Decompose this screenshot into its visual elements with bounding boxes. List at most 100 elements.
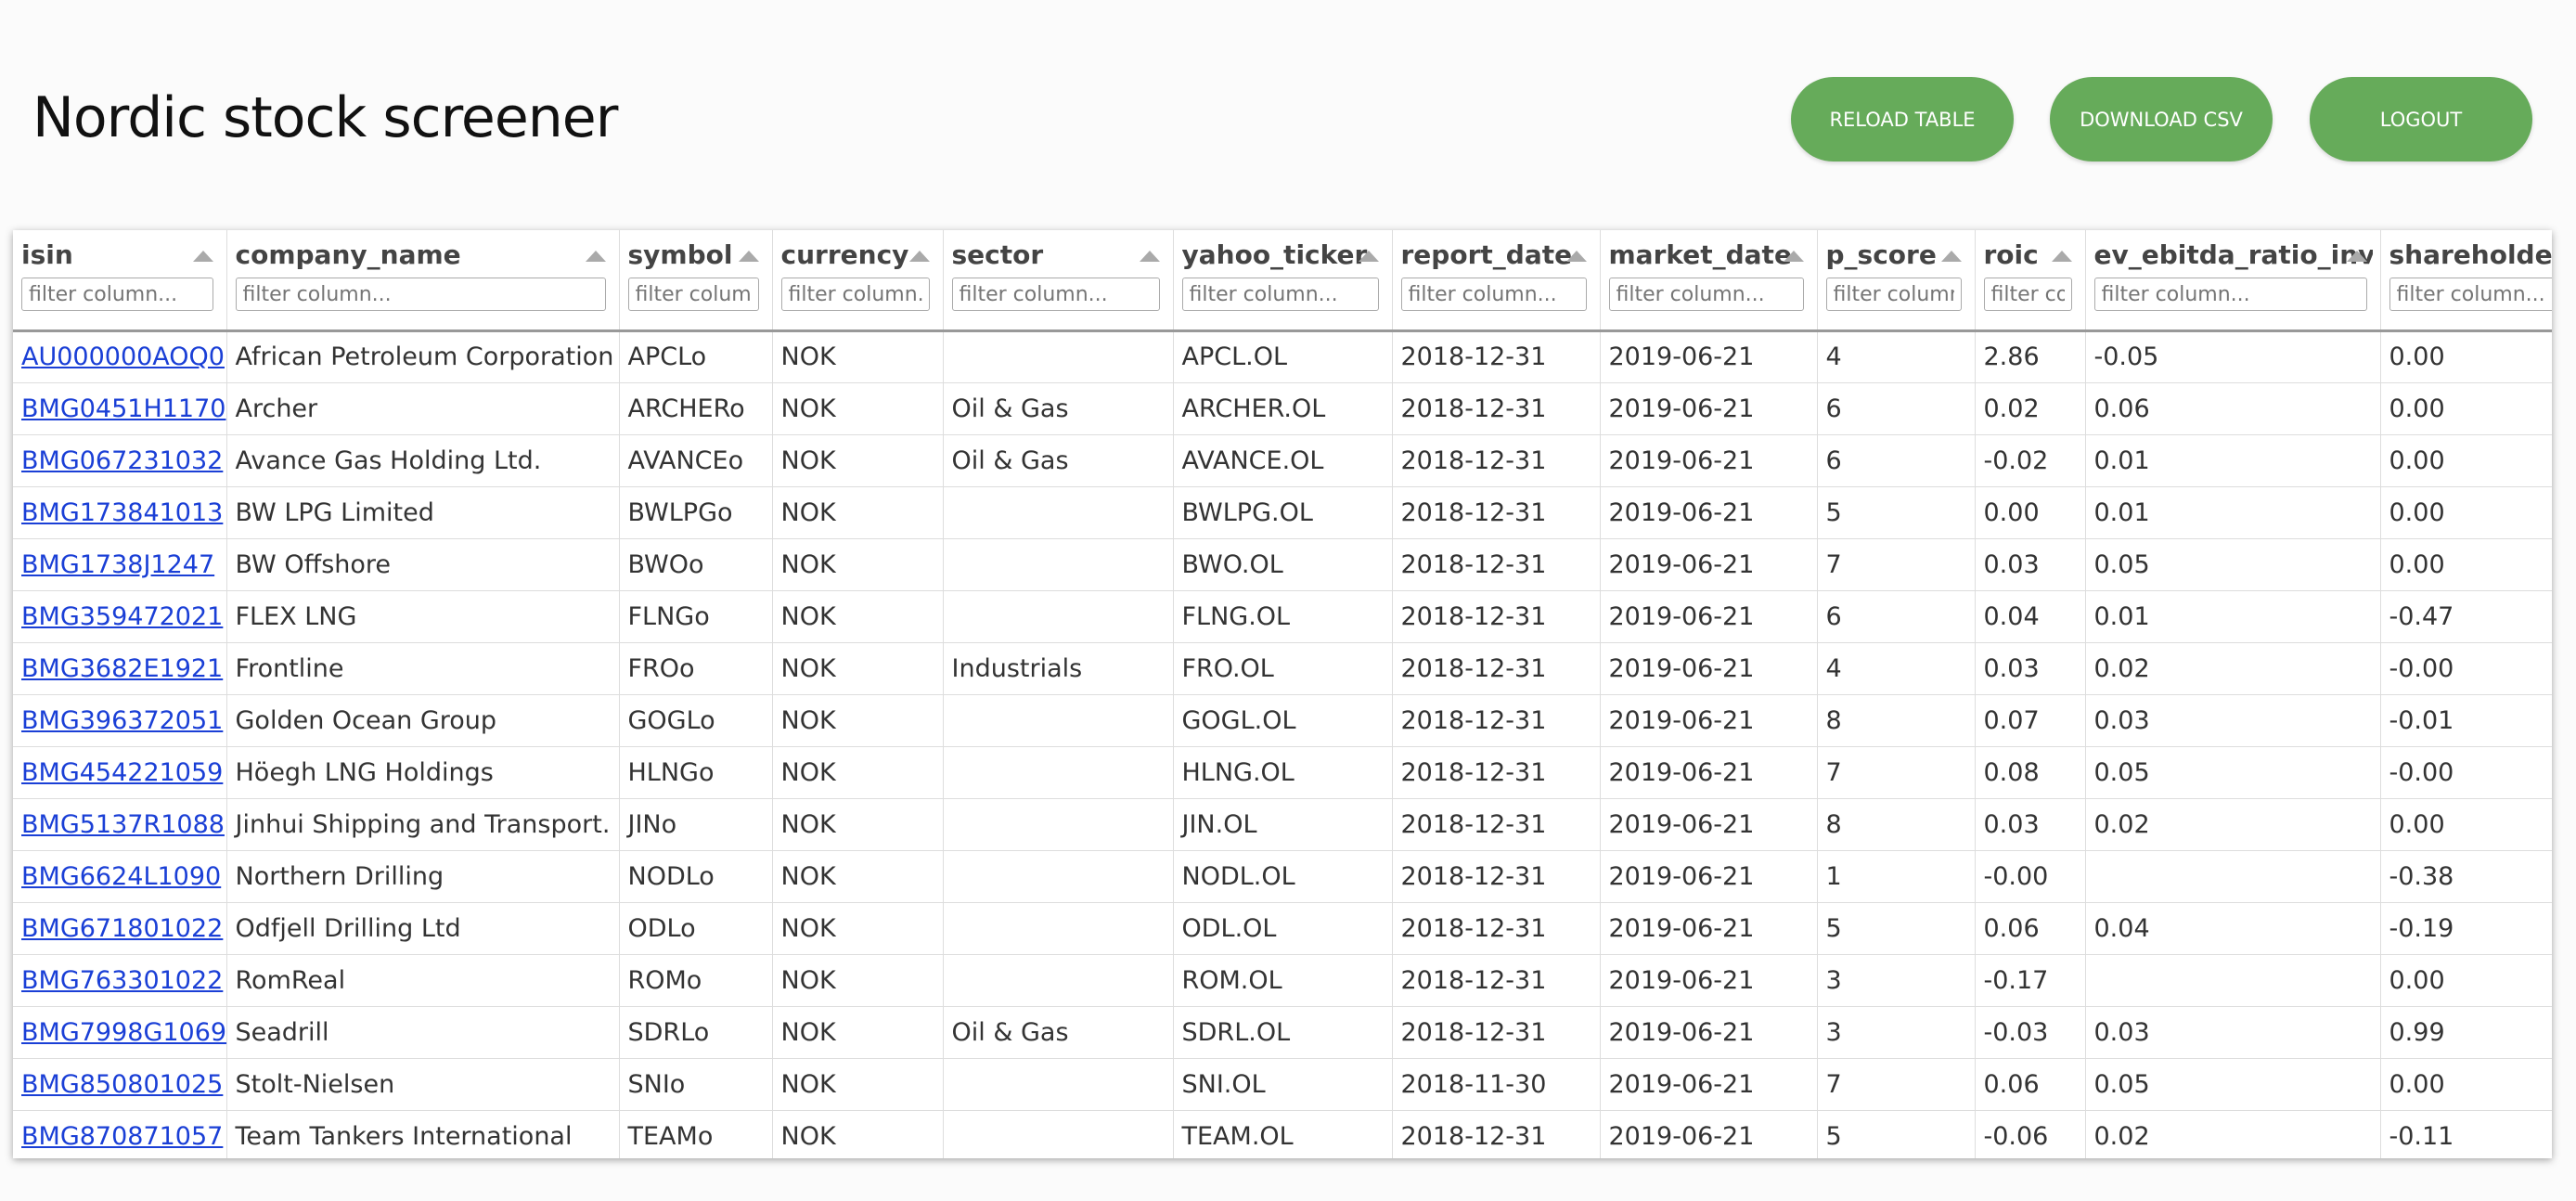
table-cell: 0.06 (1975, 1058, 2086, 1111)
cell-text: AVANCEo (627, 446, 744, 475)
column-name[interactable]: report_date (1400, 239, 1573, 270)
isin-link[interactable]: BMG3682E1921 (21, 653, 224, 683)
table-cell: 2019-06-21 (1600, 902, 1818, 955)
cell-text: 2018-12-31 (1400, 394, 1547, 423)
table-cell: AVANCE.OL (1173, 434, 1393, 487)
table-cell: NOK (772, 434, 944, 487)
table-cell: 2019-06-21 (1600, 746, 1818, 799)
column-header: shareholder_ (2380, 230, 2553, 332)
table-cell (943, 486, 1174, 539)
column-name[interactable]: roic (1983, 239, 2039, 270)
column-filter[interactable] (627, 278, 759, 311)
table-cell: 2018-12-31 (1392, 434, 1601, 487)
isin-link[interactable]: BMG0451H1170 (21, 394, 226, 423)
sort-arrow[interactable] (192, 251, 213, 262)
cell-text: BWLPGo (627, 497, 733, 527)
sort-arrow[interactable] (738, 251, 759, 262)
cell-text: 2019-06-21 (1608, 1069, 1755, 1099)
sort-arrow[interactable] (1139, 251, 1160, 262)
column-filter[interactable] (235, 278, 606, 311)
cell-text: 2018-12-31 (1400, 1017, 1547, 1047)
isin-link[interactable]: BMG1738J1247 (21, 549, 215, 579)
sort-arrow[interactable] (1940, 251, 1962, 262)
reload-button[interactable]: RELOAD TABLE (1791, 77, 2014, 161)
column-filter[interactable] (1400, 278, 1587, 311)
column-filter[interactable] (780, 278, 930, 311)
table-cell: 5 (1817, 486, 1976, 539)
table-cell: 2019-06-21 (1600, 642, 1818, 695)
isin-link[interactable]: BMG6624L1090 (21, 861, 222, 891)
column-name[interactable]: sector (951, 239, 1044, 270)
cell-text: -0.03 (1983, 1017, 2049, 1047)
isin-link[interactable]: BMG850801025 (21, 1069, 224, 1099)
table-cell: NOK (772, 694, 944, 747)
table-cell (943, 954, 1174, 1007)
cell-text: NOK (780, 342, 836, 371)
cell-text: 0.02 (2093, 1121, 2150, 1151)
download-button[interactable]: DOWNLOAD CSV (2050, 77, 2273, 161)
column-name[interactable]: company_name (235, 239, 461, 270)
cell-text: 2019-06-21 (1608, 705, 1755, 735)
table-cell: SNI.OL (1173, 1058, 1393, 1111)
column-name[interactable]: symbol (627, 239, 733, 270)
column-filter[interactable] (2093, 278, 2367, 311)
sort-arrow[interactable] (2051, 251, 2072, 262)
isin-link[interactable]: BMG067231032 (21, 446, 224, 475)
column-filter[interactable] (1983, 278, 2072, 311)
isin-link[interactable]: BMG671801022 (21, 913, 224, 943)
cell-text: Jinhui Shipping and Transport. (235, 809, 611, 839)
sort-arrow[interactable] (908, 251, 930, 262)
column-filter[interactable] (2389, 278, 2552, 311)
table-cell: FROo (619, 642, 773, 695)
column-filter[interactable] (951, 278, 1160, 311)
table-cell: 2019-06-21 (1600, 382, 1818, 435)
cell-text: NOK (780, 549, 836, 579)
isin-link[interactable]: BMG5137R1088 (21, 809, 225, 839)
table-cell: -0.19 (2380, 902, 2552, 955)
table-cell: 0.05 (2085, 746, 2381, 799)
column-name[interactable]: market_date (1608, 239, 1792, 270)
column-name[interactable]: ev_ebitda_ratio_inv (2093, 239, 2373, 270)
column-name[interactable]: currency (780, 239, 909, 270)
table-cell: BMG0451H1170 (13, 382, 227, 435)
isin-link[interactable]: BMG870871057 (21, 1121, 224, 1151)
table-cell: NOK (772, 486, 944, 539)
page-title: Nordic stock screener (32, 85, 618, 150)
table-cell: 2018-12-31 (1392, 642, 1601, 695)
isin-link[interactable]: BMG396372051 (21, 705, 224, 735)
cell-text: 0.01 (2093, 601, 2150, 631)
table-cell: HLNG.OL (1173, 746, 1393, 799)
isin-link[interactable]: AU000000AOQ0 (21, 342, 225, 371)
isin-link[interactable]: BMG763301022 (21, 965, 224, 995)
cell-text: 7 (1825, 1069, 1842, 1099)
column-filter[interactable] (21, 278, 213, 311)
cell-text: NOK (780, 497, 836, 527)
column-filter[interactable] (1181, 278, 1379, 311)
table-row: BMG173841013 BW LPG Limited BWLPGo NOK BWLPG… (13, 486, 2552, 539)
table-cell: SDRL.OL (1173, 1006, 1393, 1059)
sort-arrow[interactable] (2346, 251, 2367, 262)
column-header: isin (13, 230, 227, 332)
column-filter[interactable] (1825, 278, 1962, 311)
isin-link[interactable]: BMG454221059 (21, 757, 224, 787)
column-name[interactable]: yahoo_ticker (1181, 239, 1368, 270)
cell-text: ARCHER.OL (1181, 394, 1326, 423)
sort-arrow[interactable] (585, 251, 606, 262)
isin-link[interactable]: BMG7998G1069 (21, 1017, 226, 1047)
sort-arrow[interactable] (1358, 251, 1379, 262)
column-name[interactable]: isin (21, 239, 73, 270)
table-cell: 0.03 (1975, 538, 2086, 591)
cell-text: 0.05 (2093, 549, 2150, 579)
column-name[interactable]: p_score (1825, 239, 1937, 270)
column-filter[interactable] (1608, 278, 1804, 311)
logout-button[interactable]: LOGOUT (2310, 77, 2532, 161)
table-cell: HLNGo (619, 746, 773, 799)
sort-arrow[interactable] (1565, 251, 1587, 262)
table-cell: 8 (1817, 694, 1976, 747)
column-name[interactable]: shareholder_ (2389, 239, 2553, 270)
isin-link[interactable]: BMG359472021 (21, 601, 224, 631)
table-cell (943, 1058, 1174, 1111)
isin-link[interactable]: BMG173841013 (21, 497, 224, 527)
cell-text: FROo (627, 653, 695, 683)
sort-arrow[interactable] (1783, 251, 1804, 262)
